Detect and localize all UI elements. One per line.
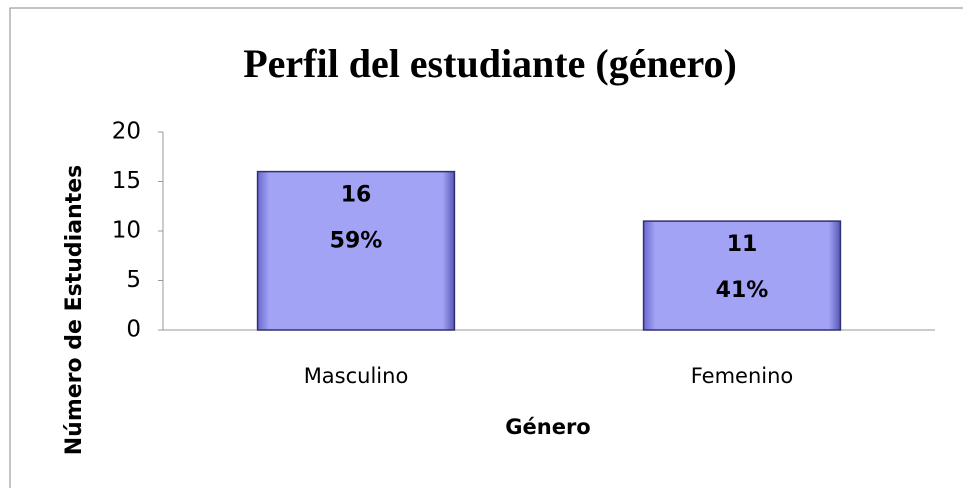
share-label: 59%: [330, 229, 383, 254]
chart-title: Perfil del estudiante (género): [243, 41, 737, 86]
x-axis-title: Género: [505, 415, 590, 439]
y-tick-label: 20: [112, 119, 141, 145]
share-label: 41%: [716, 278, 769, 303]
bar: [642, 220, 842, 331]
y-tick-label: 10: [112, 218, 141, 244]
y-tick-label: 15: [112, 168, 141, 194]
value-label: 11: [727, 232, 758, 257]
bar: [256, 170, 456, 331]
y-axis-title: Número de Estudiantes: [62, 165, 87, 456]
x-tick-label: Femenino: [691, 364, 794, 388]
y-tick-label: 0: [126, 317, 141, 343]
value-label: 16: [341, 183, 372, 208]
y-tick-label: 5: [126, 267, 141, 293]
x-tick-label: Masculino: [304, 364, 409, 388]
